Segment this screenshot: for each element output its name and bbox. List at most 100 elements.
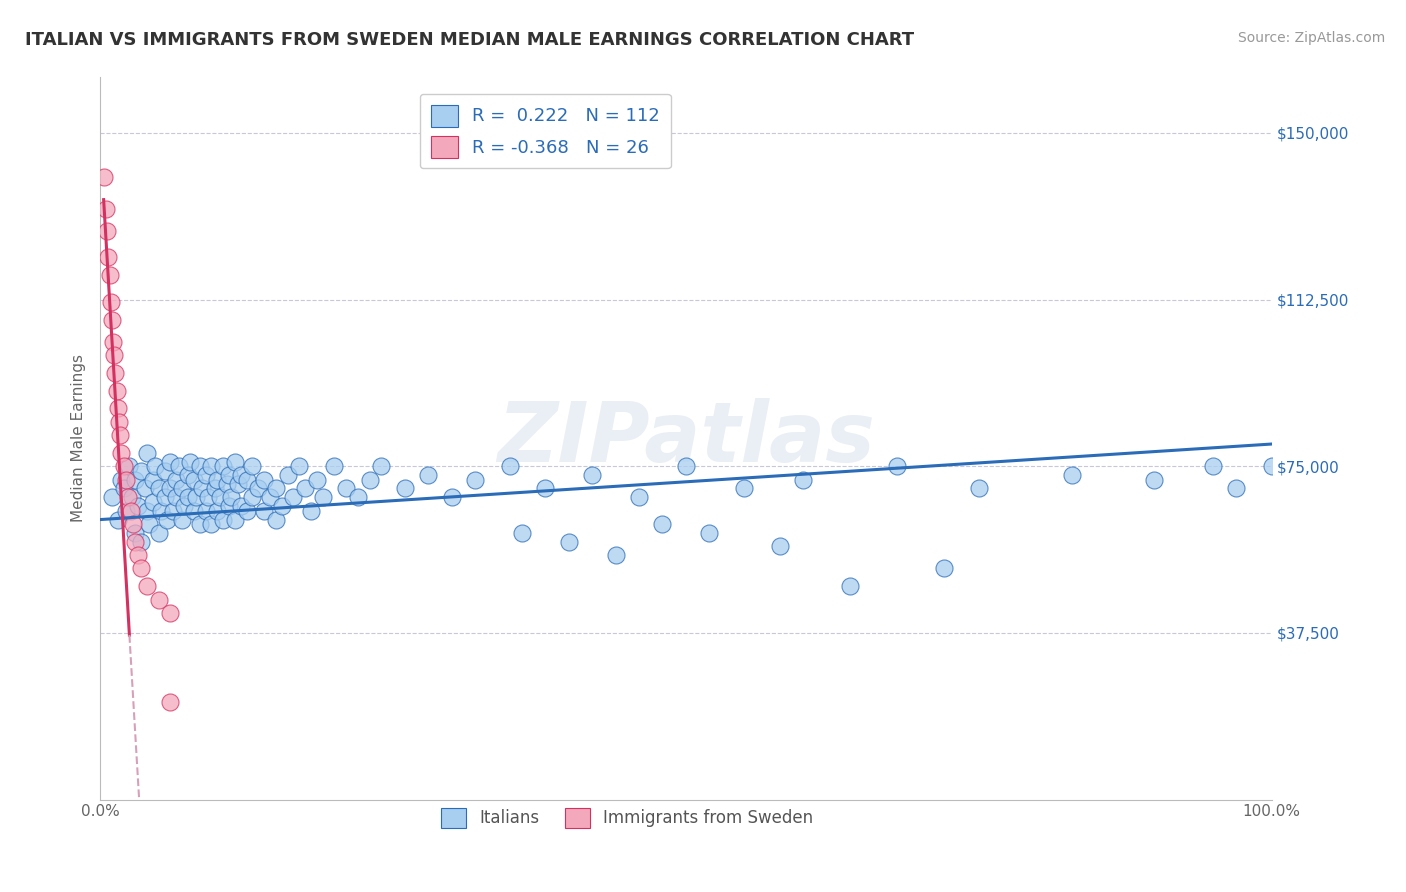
Point [194, 504, 217, 518]
Point [581, 468, 603, 483]
Point [188, 459, 211, 474]
Point [259, 491, 281, 505]
Point [264, 512, 287, 526]
Text: ZIPatlas: ZIPatlas [496, 398, 875, 479]
Text: Source: ZipAtlas.com: Source: ZipAtlas.com [1237, 31, 1385, 45]
Point [101, 334, 124, 349]
Point [162, 504, 184, 518]
Point [200, 516, 222, 531]
Point [150, 504, 173, 518]
Point [136, 446, 159, 460]
Point [270, 500, 292, 514]
Point [886, 459, 908, 474]
Point [218, 468, 240, 483]
Point [359, 473, 381, 487]
Point [1062, 468, 1084, 483]
Point [94, 202, 117, 216]
Point [675, 459, 697, 474]
Point [112, 482, 135, 496]
Point [208, 491, 231, 505]
Point [122, 516, 145, 531]
Point [967, 482, 990, 496]
Point [142, 473, 165, 487]
Point [347, 491, 370, 505]
Point [179, 455, 201, 469]
Point [159, 482, 181, 496]
Legend: Italians, Immigrants from Sweden: Italians, Immigrants from Sweden [434, 801, 820, 835]
Point [228, 477, 250, 491]
Point [127, 500, 149, 514]
Point [108, 415, 131, 429]
Point [138, 516, 160, 531]
Point [1260, 459, 1282, 474]
Point [129, 561, 152, 575]
Point [118, 459, 141, 474]
Point [143, 459, 166, 474]
Point [124, 534, 146, 549]
Point [221, 491, 243, 505]
Point [156, 512, 179, 526]
Point [288, 459, 311, 474]
Point [172, 482, 194, 496]
Point [120, 504, 142, 518]
Point [148, 482, 170, 496]
Point [229, 500, 252, 514]
Point [93, 170, 115, 185]
Point [159, 606, 181, 620]
Point [224, 512, 246, 526]
Point [159, 455, 181, 469]
Point [127, 548, 149, 562]
Point [235, 473, 257, 487]
Point [172, 512, 194, 526]
Point [98, 268, 121, 282]
Point [101, 491, 124, 505]
Point [153, 491, 176, 505]
Point [103, 348, 125, 362]
Point [97, 251, 120, 265]
Point [100, 294, 122, 309]
Point [510, 525, 533, 540]
Point [499, 459, 522, 474]
Point [1202, 459, 1225, 474]
Point [627, 491, 650, 505]
Point [242, 491, 264, 505]
Point [277, 468, 299, 483]
Point [218, 500, 240, 514]
Point [124, 525, 146, 540]
Point [534, 482, 557, 496]
Point [121, 491, 143, 505]
Point [242, 459, 264, 474]
Point [370, 459, 392, 474]
Point [105, 384, 128, 398]
Point [153, 464, 176, 478]
Point [165, 473, 187, 487]
Point [159, 695, 181, 709]
Point [294, 482, 316, 496]
Point [1225, 482, 1247, 496]
Point [235, 504, 257, 518]
Point [283, 491, 305, 505]
Point [312, 491, 335, 505]
Point [148, 525, 170, 540]
Point [768, 539, 790, 553]
Point [183, 473, 205, 487]
Point [194, 468, 217, 483]
Point [305, 473, 328, 487]
Point [136, 504, 159, 518]
Point [110, 473, 132, 487]
Point [142, 495, 165, 509]
Point [229, 468, 252, 483]
Point [183, 504, 205, 518]
Point [1143, 473, 1166, 487]
Point [253, 473, 276, 487]
Point [464, 473, 486, 487]
Text: ITALIAN VS IMMIGRANTS FROM SWEDEN MEDIAN MALE EARNINGS CORRELATION CHART: ITALIAN VS IMMIGRANTS FROM SWEDEN MEDIAN… [25, 31, 914, 49]
Point [792, 473, 814, 487]
Point [167, 459, 190, 474]
Point [247, 482, 270, 496]
Y-axis label: Median Male Earnings: Median Male Earnings [72, 354, 86, 523]
Point [605, 548, 627, 562]
Point [299, 504, 322, 518]
Point [212, 512, 235, 526]
Point [191, 482, 214, 496]
